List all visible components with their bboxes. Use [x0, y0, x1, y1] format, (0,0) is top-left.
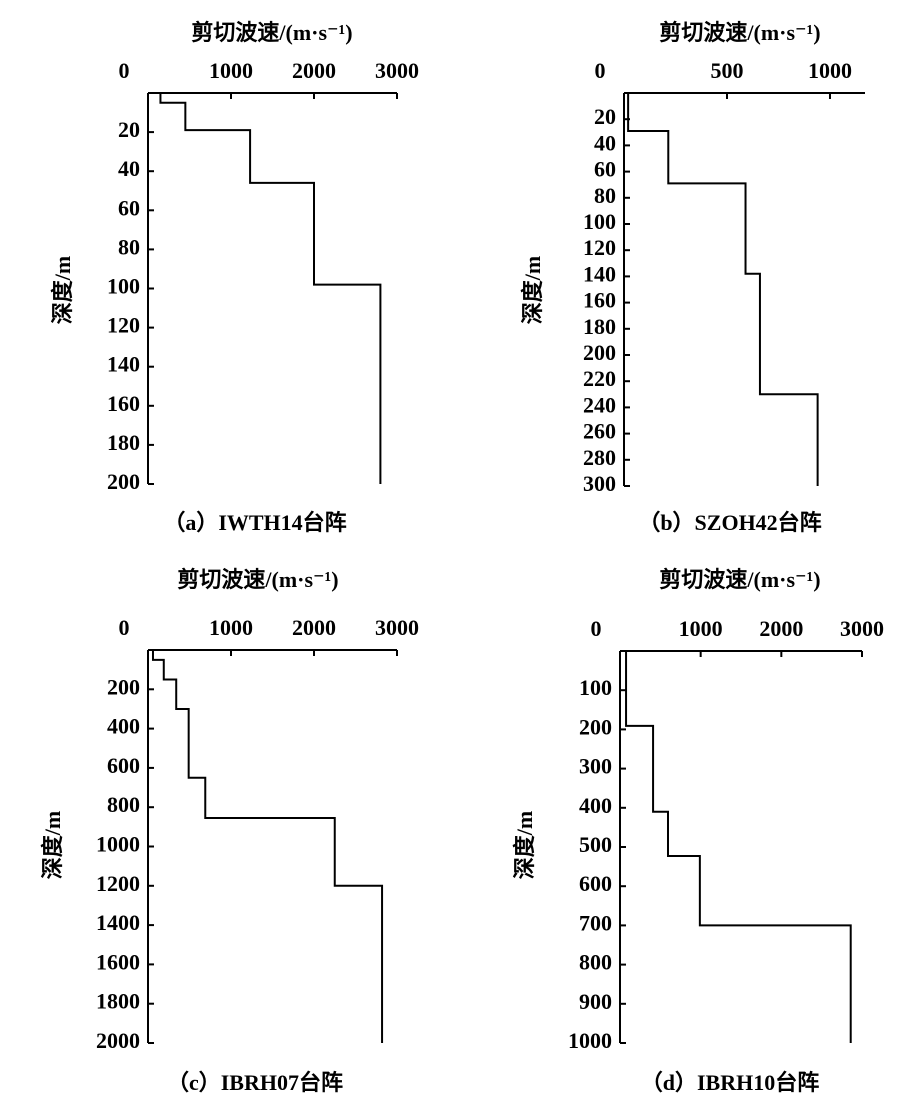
- y-tick-label: 700: [579, 910, 612, 935]
- y-tick-label: 900: [579, 989, 612, 1014]
- y-tick-label: 120: [107, 313, 140, 338]
- y-tick-label: 80: [594, 183, 616, 208]
- y-tick-label: 800: [107, 792, 140, 817]
- caption: （a）IWTH14台阵: [163, 510, 346, 535]
- y-tick-label: 1000: [568, 1028, 612, 1053]
- y-tick-label: 1600: [96, 949, 140, 974]
- y-tick-label: 100: [107, 274, 140, 299]
- x-tick-label: 3000: [840, 616, 884, 641]
- y-tick-label: 800: [579, 950, 612, 975]
- y-tick-label: 100: [583, 209, 616, 234]
- y-tick-label: 160: [107, 391, 140, 416]
- chart-title: 剪切波速/(m·s⁻¹): [659, 567, 820, 592]
- x-tick-label: 0: [591, 616, 602, 641]
- x-tick-label: 1000: [808, 58, 852, 83]
- y-axis-label: 深度/m: [40, 811, 65, 879]
- y-tick-label: 400: [107, 714, 140, 739]
- profile-line: [159, 93, 382, 484]
- y-axis-label: 深度/m: [520, 256, 545, 324]
- caption: （b）SZOH42台阵: [638, 510, 821, 535]
- y-tick-label: 200: [107, 674, 140, 699]
- x-tick-label: 0: [119, 615, 130, 640]
- y-tick-label: 600: [107, 753, 140, 778]
- y-tick-label: 20: [118, 117, 140, 142]
- x-tick-label: 1000: [209, 58, 253, 83]
- y-tick-label: 100: [579, 675, 612, 700]
- y-tick-label: 20: [594, 104, 616, 129]
- x-tick-label: 1000: [679, 616, 723, 641]
- chart-title: 剪切波速/(m·s⁻¹): [191, 20, 352, 45]
- y-axis-label: 深度/m: [50, 256, 75, 324]
- x-tick-label: 1000: [209, 615, 253, 640]
- profile-line: [627, 93, 819, 486]
- y-tick-label: 40: [118, 156, 140, 181]
- y-tick-label: 180: [583, 314, 616, 339]
- caption: （c）IBRH07台阵: [167, 1070, 343, 1095]
- y-tick-label: 1200: [96, 871, 140, 896]
- y-tick-label: 400: [579, 793, 612, 818]
- y-tick-label: 2000: [96, 1028, 140, 1053]
- y-tick-label: 1400: [96, 910, 140, 935]
- y-tick-label: 1000: [96, 832, 140, 857]
- x-tick-label: 2000: [759, 616, 803, 641]
- y-tick-label: 120: [583, 235, 616, 260]
- y-tick-label: 300: [583, 471, 616, 496]
- x-tick-label: 3000: [375, 615, 419, 640]
- y-axis-label: 深度/m: [512, 811, 537, 879]
- y-tick-label: 140: [107, 352, 140, 377]
- x-tick-label: 500: [710, 58, 743, 83]
- x-tick-label: 0: [119, 58, 130, 83]
- y-tick-label: 220: [583, 366, 616, 391]
- y-tick-label: 1800: [96, 989, 140, 1014]
- profile-line: [625, 651, 852, 1043]
- y-tick-label: 200: [107, 469, 140, 494]
- y-tick-label: 80: [118, 234, 140, 259]
- y-tick-label: 200: [579, 714, 612, 739]
- x-tick-label: 3000: [375, 58, 419, 83]
- y-tick-label: 60: [118, 195, 140, 220]
- y-tick-label: 280: [583, 445, 616, 470]
- y-tick-label: 140: [583, 261, 616, 286]
- x-tick-label: 2000: [292, 58, 336, 83]
- y-tick-label: 260: [583, 419, 616, 444]
- x-tick-label: 2000: [292, 615, 336, 640]
- y-tick-label: 160: [583, 288, 616, 313]
- caption: （d）IBRH10台阵: [641, 1070, 819, 1095]
- y-tick-label: 300: [579, 754, 612, 779]
- x-tick-label: 0: [595, 58, 606, 83]
- chart-title: 剪切波速/(m·s⁻¹): [177, 567, 338, 592]
- y-tick-label: 500: [579, 832, 612, 857]
- chart-title: 剪切波速/(m·s⁻¹): [659, 20, 820, 45]
- y-tick-label: 200: [583, 340, 616, 365]
- y-tick-label: 600: [579, 871, 612, 896]
- y-tick-label: 40: [594, 130, 616, 155]
- profile-line: [151, 650, 384, 1043]
- y-tick-label: 60: [594, 157, 616, 182]
- y-tick-label: 240: [583, 392, 616, 417]
- y-tick-label: 180: [107, 430, 140, 455]
